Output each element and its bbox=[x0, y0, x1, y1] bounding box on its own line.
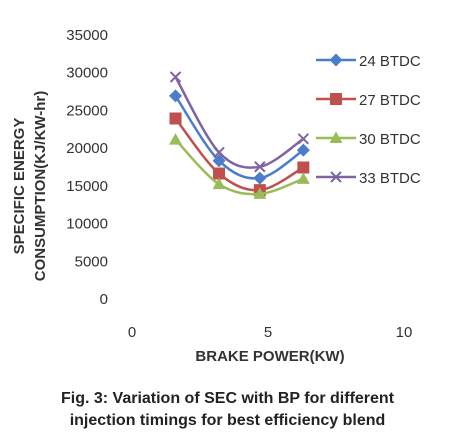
y-tick-label: 35000 bbox=[66, 27, 108, 44]
caption-line-1: Fig. 3: Variation of SEC with BP for dif… bbox=[60, 390, 395, 407]
legend-marker bbox=[329, 131, 343, 143]
y-axis-label-line2: CONSUMPTION(KJ/KW-hr) bbox=[32, 91, 49, 282]
data-point bbox=[169, 133, 183, 145]
data-point bbox=[297, 161, 310, 174]
y-tick-label: 5000 bbox=[75, 253, 108, 270]
legend-item: 30 BTDC bbox=[316, 131, 421, 148]
series-line bbox=[174, 117, 305, 192]
series-33-btdc bbox=[169, 71, 310, 173]
figure-caption: Fig. 3: Variation of SEC with BP for dif… bbox=[0, 388, 455, 432]
legend-label: 30 BTDC bbox=[359, 131, 421, 148]
y-tick-label: 0 bbox=[100, 291, 108, 308]
y-tick-label: 20000 bbox=[66, 140, 108, 157]
data-point bbox=[169, 89, 183, 103]
data-point bbox=[253, 187, 267, 199]
legend-item: 33 BTDC bbox=[316, 170, 421, 187]
data-point bbox=[169, 112, 182, 125]
legend-marker bbox=[329, 53, 343, 67]
legend-label: 24 BTDC bbox=[359, 53, 421, 70]
y-axis-label-line1: SPECIFIC ENERGY bbox=[11, 118, 28, 255]
data-point bbox=[254, 161, 266, 173]
y-axis-ticks: 0 5000 10000 15000 20000 25000 30000 35000 bbox=[66, 27, 108, 308]
legend-item: 24 BTDC bbox=[316, 53, 421, 70]
data-point bbox=[212, 177, 226, 190]
data-point bbox=[213, 167, 226, 180]
x-axis-ticks: 0 5 10 bbox=[128, 324, 413, 341]
x-axis-label: BRAKE POWER(KW) bbox=[195, 348, 344, 365]
x-tick-label: 10 bbox=[396, 324, 413, 341]
y-tick-label: 10000 bbox=[66, 216, 108, 233]
series-layer bbox=[169, 71, 310, 199]
legend-label: 27 BTDC bbox=[359, 92, 421, 109]
series-line bbox=[174, 95, 305, 180]
legend-item: 27 BTDC bbox=[316, 92, 421, 109]
data-point bbox=[253, 171, 267, 185]
y-tick-label: 15000 bbox=[66, 178, 108, 195]
series-24-btdc bbox=[169, 89, 310, 185]
series-27-btdc bbox=[169, 112, 310, 197]
data-point bbox=[169, 71, 182, 83]
y-tick-label: 30000 bbox=[66, 65, 108, 82]
data-point bbox=[296, 143, 310, 157]
data-point bbox=[212, 154, 226, 168]
legend: 24 BTDC 27 BTDC 30 BTDC 33 BTDC bbox=[316, 53, 421, 187]
legend-marker bbox=[330, 93, 342, 105]
data-point bbox=[297, 133, 310, 145]
data-point bbox=[296, 172, 310, 184]
y-tick-label: 25000 bbox=[66, 102, 108, 119]
caption-line-2: injection timings for best efficiency bl… bbox=[69, 412, 386, 429]
series-line bbox=[174, 138, 304, 196]
data-point bbox=[213, 146, 225, 159]
legend-label: 33 BTDC bbox=[359, 170, 421, 187]
series-line bbox=[174, 76, 305, 169]
x-tick-label: 0 bbox=[128, 324, 136, 341]
series-30-btdc bbox=[169, 133, 310, 199]
x-tick-label: 5 bbox=[264, 324, 272, 341]
legend-marker bbox=[330, 171, 342, 183]
